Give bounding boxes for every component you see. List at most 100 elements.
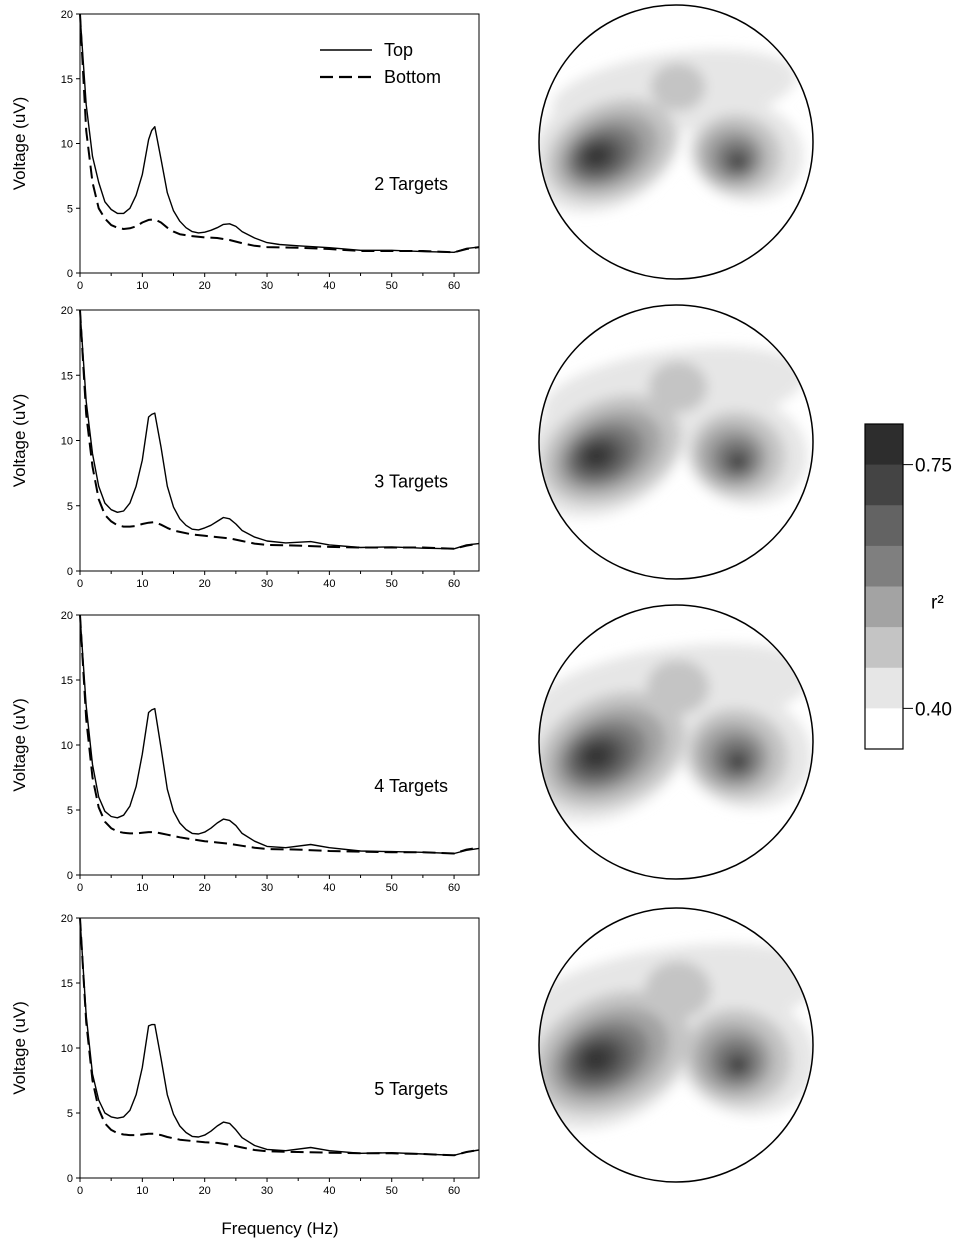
colorbar: 0.75 0.40 r² [864, 423, 952, 750]
y-tick-label: 5 [67, 805, 73, 817]
x-tick-label: 60 [448, 882, 460, 894]
legend-label-bottom: Bottom [384, 67, 441, 87]
colorbar-step [865, 424, 903, 466]
x-tick-label: 30 [261, 1185, 273, 1197]
colorbar-step [865, 586, 903, 628]
x-tick-label: 10 [136, 1185, 148, 1197]
colorbar-frame [864, 423, 904, 750]
y-tick-label: 5 [67, 203, 73, 215]
x-axis-title: Frequency (Hz) [221, 1219, 338, 1238]
head-outline [538, 604, 814, 880]
y-tick-label: 0 [67, 1173, 73, 1185]
spectrum-panel-5: 0 5 10 15 20 0 10 20 30 40 50 60 Voltage (uV) 5 Targe… [10, 913, 480, 1197]
x-tick-label: 40 [323, 882, 335, 894]
x-tick-label: 10 [136, 280, 148, 292]
legend: Top Bottom [320, 40, 441, 87]
x-tick-label: 20 [199, 280, 211, 292]
panel-label: 4 Targets [374, 776, 448, 796]
x-tick-label: 60 [448, 578, 460, 590]
x-tick-label: 60 [448, 1185, 460, 1197]
x-tick-label: 20 [199, 882, 211, 894]
colorbar-low-label: 0.40 [915, 699, 952, 720]
y-tick-label: 10 [61, 436, 73, 448]
y-axis-title: Voltage (uV) [10, 97, 29, 191]
colorbar-step [865, 667, 903, 709]
x-tick-label: 0 [77, 280, 83, 292]
r2-contour-fill [539, 943, 813, 1130]
y-tick-label: 20 [61, 305, 73, 317]
colorbar-title: r² [931, 593, 944, 614]
x-tick-label: 30 [261, 882, 273, 894]
y-tick-label: 20 [61, 913, 73, 925]
y-axis-title: Voltage (uV) [10, 698, 29, 792]
panel-label: 5 Targets [374, 1079, 448, 1099]
plot-frame [79, 614, 480, 876]
panel-label: 2 Targets [374, 174, 448, 194]
series-line-bottom [79, 917, 480, 1157]
head-outline [538, 304, 814, 580]
x-tick-label: 0 [77, 882, 83, 894]
y-tick-label: 15 [61, 74, 73, 86]
series-line-top [79, 309, 480, 550]
x-tick-label: 50 [386, 882, 398, 894]
r2-contour-fill [539, 643, 813, 822]
series-line-bottom [79, 614, 480, 855]
y-tick-label: 15 [61, 978, 73, 990]
y-tick-label: 15 [61, 370, 73, 382]
x-tick-label: 60 [448, 280, 460, 292]
y-tick-label: 0 [67, 870, 73, 882]
series-line-top [79, 917, 480, 1157]
x-tick-label: 50 [386, 578, 398, 590]
y-tick-label: 15 [61, 675, 73, 687]
y-tick-label: 20 [61, 9, 73, 21]
head-map-4 [538, 604, 814, 880]
x-tick-label: 40 [323, 1185, 335, 1197]
x-tick-label: 10 [136, 882, 148, 894]
x-tick-label: 30 [261, 578, 273, 590]
head-map-2 [538, 4, 814, 280]
head-outline [538, 907, 814, 1183]
plot-frame [79, 917, 480, 1179]
y-tick-label: 20 [61, 610, 73, 622]
x-tick-label: 50 [386, 1185, 398, 1197]
series-line-top [79, 13, 480, 254]
y-tick-label: 5 [67, 1108, 73, 1120]
r2-contour-fill [539, 49, 804, 213]
x-tick-label: 20 [199, 1185, 211, 1197]
panel-label: 3 Targets [374, 471, 448, 491]
x-tick-label: 20 [199, 578, 211, 590]
x-tick-label: 0 [77, 578, 83, 590]
y-tick-label: 5 [67, 501, 73, 513]
spectrum-panel-2: 0 5 10 15 20 0 10 20 30 40 50 60 Voltage (uV) 2 Targe… [10, 9, 480, 292]
legend-label-top: Top [384, 40, 413, 60]
colorbar-high-label: 0.75 [915, 456, 952, 477]
series-line-bottom [79, 13, 480, 254]
spectrum-panel-3: 0 5 10 15 20 0 10 20 30 40 50 60 Voltage (uV) 3 Targe… [10, 305, 480, 590]
head-map-3 [538, 304, 814, 580]
y-axis-title: Voltage (uV) [10, 1001, 29, 1095]
y-axis-title: Voltage (uV) [10, 394, 29, 488]
y-tick-label: 0 [67, 268, 73, 280]
colorbar-step [865, 708, 903, 750]
y-tick-label: 10 [61, 740, 73, 752]
plot-frame [79, 309, 480, 572]
colorbar-step [865, 464, 903, 506]
colorbar-step [865, 545, 903, 587]
series-line-top [79, 614, 480, 855]
colorbar-step [865, 627, 903, 669]
spectrum-panel-4: 0 5 10 15 20 0 10 20 30 40 50 60 Voltage (uV) 4 Targe… [10, 610, 480, 894]
colorbar-step [865, 505, 903, 547]
x-tick-label: 50 [386, 280, 398, 292]
y-tick-label: 0 [67, 566, 73, 578]
x-tick-label: 40 [323, 280, 335, 292]
y-tick-label: 10 [61, 139, 73, 151]
series-line-bottom [79, 309, 480, 550]
plot-frame [79, 13, 480, 274]
head-map-5 [538, 907, 814, 1183]
x-tick-label: 10 [136, 578, 148, 590]
y-tick-label: 10 [61, 1043, 73, 1055]
topography-maps [538, 4, 814, 1183]
r2-contour-fill [539, 346, 808, 518]
